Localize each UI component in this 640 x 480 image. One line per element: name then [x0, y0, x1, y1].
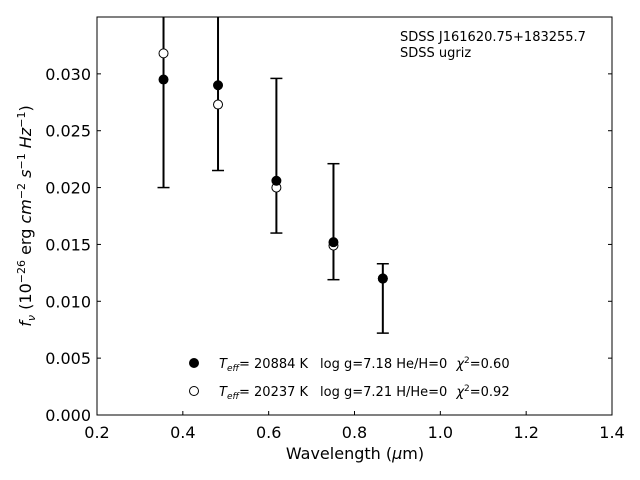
- svg-text:fν (10−26 erg cm−2 s−1 Hz−1): fν (10−26 erg cm−2 s−1 Hz−1): [15, 105, 38, 326]
- data-point-open: [158, 48, 169, 59]
- data-point-filled: [158, 74, 169, 85]
- data-point-filled: [328, 237, 339, 248]
- legend-teff-2: = 20237 K: [239, 385, 309, 400]
- y-tick-label: 0.020: [45, 179, 91, 198]
- x-tick-label: 1.2: [513, 423, 538, 442]
- x-tick-label: 1.4: [599, 423, 624, 442]
- x-tick-label: 1.0: [428, 423, 453, 442]
- y-tick-label: 0.000: [45, 406, 91, 425]
- x-tick-label: 0.6: [256, 423, 281, 442]
- marks-layer: [157, 17, 389, 334]
- x-tick-label: 0.2: [84, 423, 109, 442]
- y-tick-label: 0.015: [45, 235, 91, 254]
- legend-marker-open: [189, 386, 199, 396]
- legend-params-1: log g=7.18 He/H=0: [320, 357, 447, 372]
- y-tick-label: 0.030: [45, 65, 91, 84]
- legend-chi-2: =0.92: [470, 385, 510, 400]
- annotation-filter-set: SDSS ugriz: [400, 46, 471, 61]
- x-axis-title: Wavelength (μm): [286, 444, 424, 463]
- legend-params-2: log g=7.21 H/He=0: [320, 385, 447, 400]
- legend-teff-1: = 20884 K: [239, 357, 309, 372]
- x-tick-label: 0.8: [342, 423, 367, 442]
- legend-marker-filled: [189, 358, 199, 368]
- y-tick-label: 0.005: [45, 349, 91, 368]
- legend-chi-1: =0.60: [470, 357, 510, 372]
- data-point-filled: [213, 80, 224, 91]
- annotation-object-name: SDSS J161620.75+183255.7: [400, 30, 586, 45]
- data-point-filled: [377, 273, 388, 284]
- plot-frame: [96, 16, 613, 416]
- y-tick-label: 0.025: [45, 122, 91, 141]
- x-tick-label: 0.4: [170, 423, 195, 442]
- data-point-open: [213, 99, 224, 110]
- y-axis-title: fν (10−26 erg cm−2 s−1 Hz−1): [15, 105, 38, 326]
- y-tick-label: 0.010: [45, 292, 91, 311]
- data-point-filled: [271, 175, 282, 186]
- axes-layer: 0.2 0.4 0.6 0.8 1.0 1.2 1.4 0.000 0.005 0.010 0.01…: [45, 16, 625, 442]
